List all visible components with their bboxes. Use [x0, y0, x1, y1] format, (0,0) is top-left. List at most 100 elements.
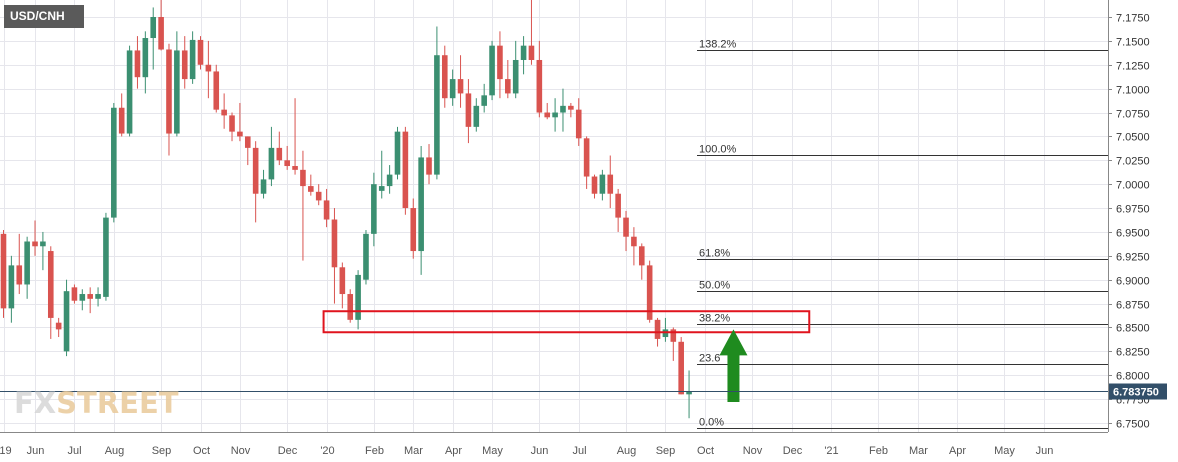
candle-body	[16, 265, 23, 285]
candle	[252, 141, 259, 223]
candle	[118, 93, 125, 137]
x-tick-label: Nov	[231, 445, 251, 457]
candle	[158, 0, 164, 51]
y-tick-label: 7.0500	[1116, 132, 1150, 144]
x-tick-label: Mar	[404, 445, 423, 457]
y-tick-label: 6.9250	[1116, 252, 1150, 264]
candle	[638, 243, 645, 280]
candle	[363, 230, 369, 285]
candle	[615, 188, 621, 232]
candle	[544, 102, 551, 120]
candle	[47, 246, 54, 339]
y-tick-label: 6.8250	[1116, 347, 1150, 359]
y-tick-label: 7.0250	[1116, 156, 1150, 168]
candle-body	[40, 241, 46, 247]
time-axis[interactable]: '19 Jun Jul Aug Sep Oct Nov Dec '20 Feb Mar Apr May J…	[0, 432, 1108, 458]
x-tick-label: Jul	[572, 445, 586, 457]
fib-level-label: 38.2%	[699, 313, 730, 325]
candle	[229, 112, 235, 142]
y-tick-label: 7.0000	[1116, 180, 1150, 192]
x-tick-label: Feb	[869, 445, 888, 457]
x-tick-label: Mar	[909, 445, 928, 457]
candle-body	[363, 233, 369, 280]
candle	[465, 79, 472, 144]
candle	[505, 59, 511, 99]
candle	[536, 40, 543, 118]
candle-body	[268, 147, 275, 180]
candle-body	[0, 233, 7, 309]
candle-body	[599, 174, 606, 194]
x-tick-label: May	[994, 445, 1015, 457]
candle-body	[103, 217, 109, 297]
y-tick-label: 7.1500	[1116, 37, 1150, 49]
candle	[300, 150, 306, 261]
candle	[418, 145, 424, 275]
x-tick-label: '21	[824, 445, 838, 457]
symbol-badge: USD/CNH	[4, 5, 84, 28]
candle-body	[481, 95, 487, 106]
candle-body	[465, 93, 472, 127]
x-tick-label: Jun	[531, 445, 549, 457]
candle-body	[158, 17, 164, 50]
candle	[111, 102, 117, 223]
candle-body	[410, 208, 417, 252]
candle	[213, 64, 220, 113]
candle	[339, 262, 346, 309]
price-axis[interactable]: 7.1750 7.1500 7.1250 7.1000 7.0750 7.0500 7.02…	[1108, 0, 1167, 432]
annotation-layer	[0, 310, 1108, 402]
candle-body	[418, 157, 424, 252]
candle	[520, 36, 527, 75]
candle	[473, 98, 480, 132]
candle-body	[71, 287, 78, 301]
candle-body	[591, 176, 598, 194]
candle	[292, 98, 298, 175]
candle	[315, 184, 322, 206]
candle-body	[449, 79, 456, 99]
candle-body	[615, 193, 621, 218]
candle-body	[489, 45, 495, 96]
candle	[181, 36, 188, 89]
candle-body	[244, 136, 251, 148]
candle	[434, 26, 440, 180]
candle	[8, 255, 15, 323]
candle	[142, 31, 149, 94]
candle	[87, 287, 93, 314]
candle-body	[79, 294, 86, 301]
candle-body	[150, 17, 157, 39]
candle	[55, 317, 62, 338]
candle	[260, 169, 267, 199]
candle	[197, 36, 204, 70]
candle	[512, 40, 519, 99]
y-tick-label: 7.1250	[1116, 61, 1150, 73]
candle-body	[292, 166, 298, 170]
candle-body	[339, 267, 346, 295]
candle	[386, 165, 393, 194]
y-tick-label: 7.0750	[1116, 109, 1150, 121]
candle	[402, 126, 409, 215]
candle-body	[560, 105, 566, 113]
candle-body	[189, 39, 196, 80]
x-tick-label: Aug	[105, 445, 125, 457]
candle-body	[441, 55, 448, 99]
candle	[441, 45, 448, 108]
candle	[189, 31, 196, 84]
y-tick-label: 6.9500	[1116, 228, 1150, 240]
candle	[457, 55, 464, 108]
x-tick-label: Apr	[949, 445, 966, 457]
candle-body	[623, 217, 629, 237]
candle	[79, 289, 86, 311]
candle	[95, 287, 101, 307]
x-tick-label: Sep	[152, 445, 172, 457]
candle	[221, 93, 227, 129]
fib-level-label: 61.8%	[699, 248, 730, 260]
candle	[378, 150, 385, 199]
candle	[371, 172, 377, 247]
candle-body	[426, 157, 432, 175]
candle-body	[670, 329, 677, 342]
candle	[528, 0, 535, 65]
candle-body	[260, 179, 267, 194]
candle-body	[197, 39, 204, 65]
candle	[631, 227, 637, 266]
candle-body	[229, 115, 235, 132]
